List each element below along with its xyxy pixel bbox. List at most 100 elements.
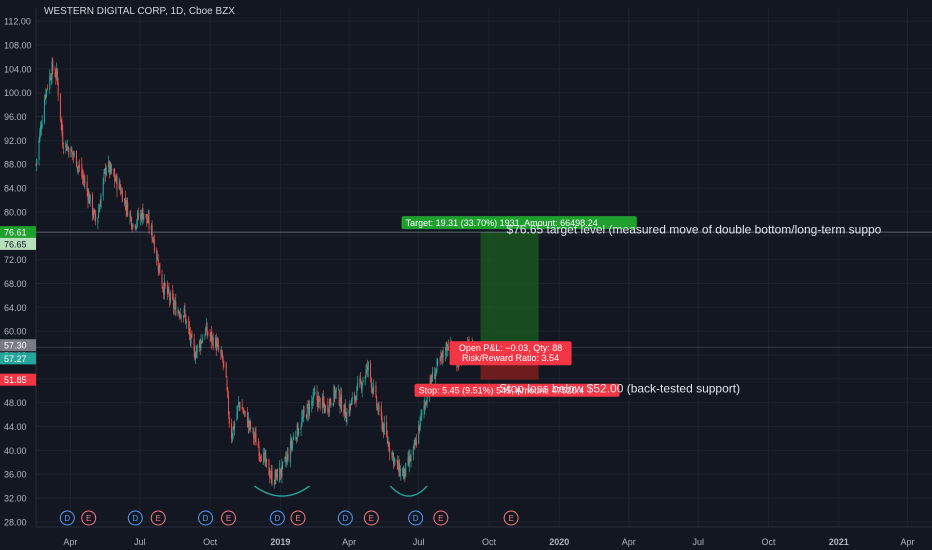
candle-body <box>238 402 240 405</box>
target-label: Target: 19.31 (33.70%) 1931, Amount: 664… <box>406 218 598 228</box>
candle-body <box>78 165 80 167</box>
candle-body <box>418 424 420 431</box>
candle-body <box>386 422 388 436</box>
candle-body <box>109 163 111 173</box>
candle-body <box>330 401 332 406</box>
candle-body <box>392 454 394 455</box>
x-tick-label: 2019 <box>270 537 290 547</box>
candle-body <box>178 311 180 313</box>
candle-body <box>334 390 336 397</box>
candle-body <box>431 380 433 382</box>
candle-body <box>124 198 126 204</box>
candle-body <box>215 338 217 351</box>
candle-body <box>398 461 400 473</box>
candle-body <box>317 398 319 407</box>
candle-body <box>151 224 153 239</box>
candle-body <box>430 376 432 382</box>
candle-body <box>413 443 415 445</box>
candle-body <box>329 398 331 404</box>
candle-body <box>249 420 251 425</box>
candle-body <box>286 457 288 463</box>
candle-body <box>415 440 417 445</box>
candle-body <box>258 446 260 457</box>
earnings-badge <box>433 510 449 526</box>
candle-body <box>345 418 347 422</box>
candle-body <box>98 210 100 218</box>
candle-body <box>156 249 158 260</box>
candle-body <box>210 332 212 336</box>
candle-body <box>223 361 225 362</box>
candle-body <box>371 387 373 388</box>
candle-body <box>259 453 261 456</box>
candle-body <box>414 442 416 447</box>
candle-body <box>415 438 417 446</box>
y-tick-label: 84.00 <box>4 184 27 194</box>
candle-body <box>52 60 54 71</box>
y-tick-label: 80.00 <box>4 207 27 217</box>
candle-body <box>306 404 308 421</box>
candle-body <box>143 213 145 220</box>
candle-body <box>300 427 302 431</box>
target-label-bg <box>401 216 637 230</box>
candle-body <box>408 457 410 464</box>
candle-body <box>173 306 175 310</box>
candle-body <box>131 228 133 230</box>
candle-body <box>420 414 422 418</box>
candle-body <box>156 257 158 261</box>
candle-body <box>212 337 214 348</box>
candle-body <box>467 340 469 342</box>
candle-body <box>271 470 273 485</box>
target-annotation: $76.65 target level (measured move of do… <box>506 222 881 236</box>
dividend-badge <box>127 510 143 526</box>
candle-body <box>236 412 238 421</box>
candle-body <box>49 75 51 90</box>
candle-body <box>83 180 85 183</box>
candle-body <box>38 139 40 160</box>
candle-body <box>211 330 213 342</box>
candle-body <box>40 127 42 129</box>
candle-body <box>46 89 48 91</box>
candle-body <box>367 366 369 370</box>
candle-body <box>184 309 186 315</box>
candle-body <box>51 61 53 80</box>
candle-body <box>147 216 149 222</box>
dividend-badge-label: D <box>203 514 209 523</box>
candle-body <box>200 339 202 349</box>
candle-body <box>190 334 192 343</box>
candle-body <box>169 292 171 303</box>
candle-body <box>348 409 350 414</box>
candle-body <box>260 456 262 459</box>
candle-body <box>231 423 233 440</box>
candle-body <box>228 416 230 424</box>
candle-body <box>135 226 137 229</box>
candle-body <box>227 395 229 415</box>
candle-body <box>247 412 249 427</box>
candle-body <box>316 391 318 400</box>
double-bottom-arc <box>254 485 310 497</box>
candle-body <box>129 213 131 218</box>
candle-body <box>248 421 250 426</box>
candle-body <box>137 213 139 219</box>
earnings-badge-label: E <box>156 514 161 523</box>
candle-body <box>92 213 94 216</box>
candle-body <box>442 350 444 357</box>
candle-body <box>115 175 117 182</box>
candle-body <box>134 225 136 228</box>
x-tick-label: Jul <box>693 537 705 547</box>
candle-body <box>130 217 132 228</box>
candle-body <box>113 169 115 176</box>
candle-body <box>198 341 200 348</box>
candle-body <box>174 302 176 306</box>
candle-body <box>350 404 352 406</box>
candle-body <box>367 362 369 371</box>
candle-body <box>264 451 266 463</box>
candle-body <box>376 397 378 407</box>
candle-body <box>232 426 234 438</box>
price-level-label: 76.61 <box>4 228 27 238</box>
candle-body <box>46 87 48 89</box>
candle-body <box>311 400 313 406</box>
x-tick-label: Oct <box>203 537 218 547</box>
candle-body <box>99 205 101 207</box>
candle-body <box>130 215 132 217</box>
